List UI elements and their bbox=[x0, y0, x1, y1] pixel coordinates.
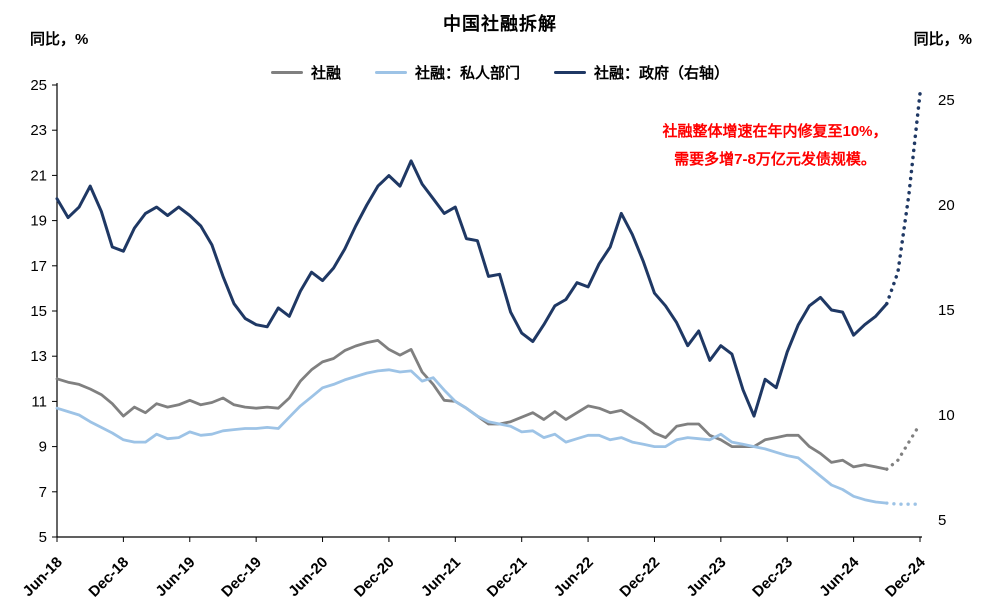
svg-text:Dec-18: Dec-18 bbox=[85, 554, 132, 601]
chart-annotation: 社融整体增速在年内修复至10%， 需要多增7-8万亿元发债规模。 bbox=[615, 118, 935, 174]
chart-legend: 社融 社融：私人部门 社融：政府（右轴） bbox=[0, 62, 1000, 83]
svg-text:Jun-19: Jun-19 bbox=[152, 554, 198, 600]
svg-text:23: 23 bbox=[30, 122, 47, 139]
svg-text:Dec-21: Dec-21 bbox=[484, 554, 531, 601]
svg-text:15: 15 bbox=[938, 302, 955, 319]
svg-text:25: 25 bbox=[938, 92, 955, 109]
legend-line-private-icon bbox=[374, 70, 407, 75]
legend-item-total: 社融 bbox=[270, 62, 341, 83]
svg-text:Jun-21: Jun-21 bbox=[418, 554, 464, 600]
left-axis-unit-label: 同比，% bbox=[30, 31, 89, 48]
svg-text:11: 11 bbox=[31, 393, 47, 410]
svg-text:15: 15 bbox=[30, 303, 47, 320]
chart-title: 中国社融拆解 bbox=[443, 14, 557, 34]
legend-item-private: 社融：私人部门 bbox=[374, 62, 520, 83]
svg-text:Dec-23: Dec-23 bbox=[749, 554, 796, 601]
legend-item-government: 社融：政府（右轴） bbox=[554, 62, 729, 83]
annotation-line-1: 社融整体增速在年内修复至10%， bbox=[662, 123, 888, 140]
svg-text:5: 5 bbox=[39, 529, 47, 546]
right-axis-unit-label: 同比，% bbox=[913, 31, 972, 48]
svg-text:Jun-18: Jun-18 bbox=[20, 554, 66, 600]
svg-text:Jun-23: Jun-23 bbox=[683, 554, 729, 600]
legend-line-total-icon bbox=[270, 70, 303, 75]
legend-label-private: 社融：私人部门 bbox=[414, 65, 520, 82]
legend-line-government-icon bbox=[554, 70, 586, 75]
svg-text:19: 19 bbox=[30, 213, 47, 230]
legend-label-total: 社融 bbox=[310, 65, 341, 82]
svg-text:7: 7 bbox=[39, 484, 47, 501]
svg-text:Jun-22: Jun-22 bbox=[551, 554, 597, 600]
svg-text:Dec-24: Dec-24 bbox=[882, 553, 929, 600]
svg-text:Jun-20: Jun-20 bbox=[285, 554, 331, 600]
svg-text:Dec-22: Dec-22 bbox=[616, 554, 663, 601]
annotation-line-2: 需要多增7-8万亿元发债规模。 bbox=[674, 150, 876, 168]
legend-label-government: 社融：政府（右轴） bbox=[594, 65, 730, 82]
svg-text:17: 17 bbox=[30, 258, 47, 275]
svg-text:20: 20 bbox=[938, 197, 955, 214]
svg-text:9: 9 bbox=[39, 439, 47, 456]
svg-text:Dec-20: Dec-20 bbox=[351, 554, 398, 601]
svg-text:Dec-19: Dec-19 bbox=[218, 554, 265, 601]
svg-text:5: 5 bbox=[938, 512, 946, 529]
svg-text:21: 21 bbox=[30, 167, 47, 184]
svg-text:Jun-24: Jun-24 bbox=[816, 553, 863, 600]
svg-text:13: 13 bbox=[30, 348, 47, 365]
svg-text:10: 10 bbox=[938, 407, 955, 424]
svg-text:25: 25 bbox=[30, 77, 47, 94]
